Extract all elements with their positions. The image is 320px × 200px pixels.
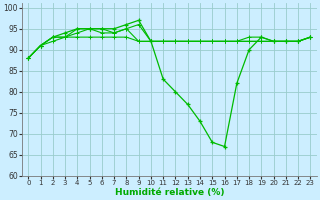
X-axis label: Humidité relative (%): Humidité relative (%) (115, 188, 224, 197)
